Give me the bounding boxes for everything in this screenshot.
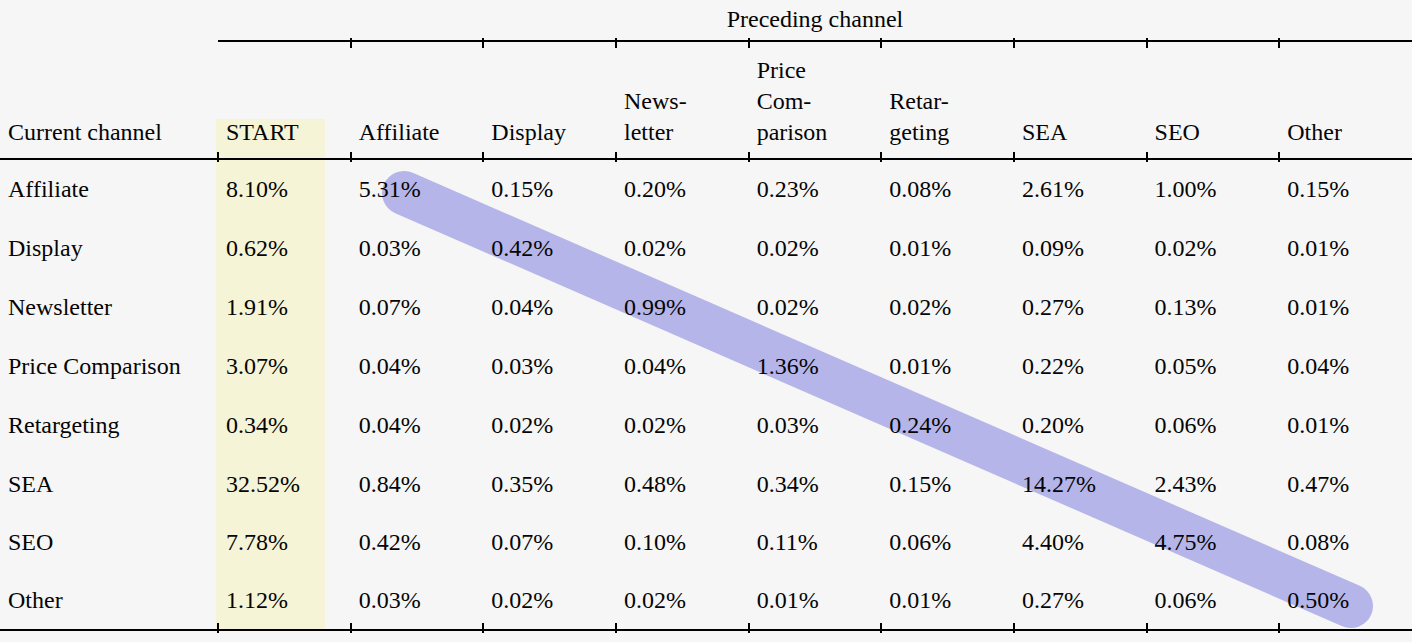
cell-value: 5.31% bbox=[351, 160, 484, 219]
spacer bbox=[0, 0, 218, 42]
row-label-retargeting: Retargeting bbox=[0, 395, 218, 454]
cell-value: 0.48% bbox=[616, 454, 749, 513]
cell-value: 0.47% bbox=[1279, 454, 1412, 513]
cell-value: 2.43% bbox=[1147, 454, 1280, 513]
cell-value: 0.02% bbox=[616, 572, 749, 631]
cell-value: 0.24% bbox=[881, 395, 1014, 454]
cell-value: 0.01% bbox=[881, 337, 1014, 396]
cell-value: 1.91% bbox=[218, 278, 351, 337]
cell-value: 4.40% bbox=[1014, 513, 1147, 572]
cell-value: 2.61% bbox=[1014, 160, 1147, 219]
column-header-start: START bbox=[218, 42, 351, 160]
cell-value: 0.09% bbox=[1014, 219, 1147, 278]
cell-value: 0.02% bbox=[616, 395, 749, 454]
cell-value: 0.01% bbox=[749, 572, 882, 631]
cell-value: 0.04% bbox=[616, 337, 749, 396]
cell-value: 1.00% bbox=[1147, 160, 1280, 219]
cell-value: 0.05% bbox=[1147, 337, 1280, 396]
transition-matrix-table: Preceding channel Current channel START … bbox=[0, 0, 1412, 642]
cell-value: 0.42% bbox=[351, 513, 484, 572]
cell-value: 0.35% bbox=[483, 454, 616, 513]
cell-value: 7.78% bbox=[218, 513, 351, 572]
cell-value: 0.01% bbox=[1279, 219, 1412, 278]
cell-value: 0.03% bbox=[483, 337, 616, 396]
cell-value: 0.22% bbox=[1014, 337, 1147, 396]
cell-value: 0.62% bbox=[218, 219, 351, 278]
cell-value: 0.01% bbox=[881, 219, 1014, 278]
group-header-preceding-channel: Preceding channel bbox=[218, 0, 1412, 42]
cell-value: 0.99% bbox=[616, 278, 749, 337]
row-label-seo: SEO bbox=[0, 513, 218, 572]
cell-value: 0.23% bbox=[749, 160, 882, 219]
cell-value: 0.50% bbox=[1279, 572, 1412, 631]
cell-value: 8.10% bbox=[218, 160, 351, 219]
row-label-other: Other bbox=[0, 572, 218, 631]
column-header-sea: SEA bbox=[1014, 42, 1147, 160]
cell-value: 0.84% bbox=[351, 454, 484, 513]
cell-value: 0.01% bbox=[1279, 395, 1412, 454]
row-label-price-comparison: Price Comparison bbox=[0, 337, 218, 396]
column-header-affiliate: Affiliate bbox=[351, 42, 484, 160]
cell-value: 0.06% bbox=[881, 513, 1014, 572]
cell-value: 0.02% bbox=[1147, 219, 1280, 278]
cell-value: 1.12% bbox=[218, 572, 351, 631]
cell-value: 14.27% bbox=[1014, 454, 1147, 513]
cell-value: 0.04% bbox=[1279, 337, 1412, 396]
cell-value: 0.02% bbox=[749, 219, 882, 278]
row-label-display: Display bbox=[0, 219, 218, 278]
cell-value: 0.34% bbox=[749, 454, 882, 513]
cell-value: 0.27% bbox=[1014, 278, 1147, 337]
table-grid: Preceding channel Current channel START … bbox=[0, 0, 1412, 631]
cell-value: 3.07% bbox=[218, 337, 351, 396]
cell-value: 0.08% bbox=[1279, 513, 1412, 572]
column-header-price-comparison: Price Com- parison bbox=[749, 42, 882, 160]
cell-value: 0.01% bbox=[881, 572, 1014, 631]
cell-value: 0.10% bbox=[616, 513, 749, 572]
cell-value: 4.75% bbox=[1147, 513, 1280, 572]
column-header-newsletter: News- letter bbox=[616, 42, 749, 160]
column-header-other: Other bbox=[1279, 42, 1412, 160]
cell-value: 0.20% bbox=[616, 160, 749, 219]
cell-value: 0.11% bbox=[749, 513, 882, 572]
column-header-seo: SEO bbox=[1147, 42, 1280, 160]
column-header-display: Display bbox=[483, 42, 616, 160]
cell-value: 0.01% bbox=[1279, 278, 1412, 337]
row-label-newsletter: Newsletter bbox=[0, 278, 218, 337]
cell-value: 0.15% bbox=[1279, 160, 1412, 219]
cell-value: 0.03% bbox=[749, 395, 882, 454]
cell-value: 0.03% bbox=[351, 572, 484, 631]
cell-value: 0.15% bbox=[881, 454, 1014, 513]
cell-value: 1.36% bbox=[749, 337, 882, 396]
cell-value: 0.42% bbox=[483, 219, 616, 278]
cell-value: 0.15% bbox=[483, 160, 616, 219]
cell-value: 0.08% bbox=[881, 160, 1014, 219]
cell-value: 0.13% bbox=[1147, 278, 1280, 337]
cell-value: 0.34% bbox=[218, 395, 351, 454]
cell-value: 0.02% bbox=[483, 572, 616, 631]
cell-value: 0.02% bbox=[749, 278, 882, 337]
cell-value: 0.04% bbox=[483, 278, 616, 337]
cell-value: 0.03% bbox=[351, 219, 484, 278]
cell-value: 0.07% bbox=[483, 513, 616, 572]
cell-value: 0.06% bbox=[1147, 395, 1280, 454]
cell-value: 0.02% bbox=[616, 219, 749, 278]
row-label-sea: SEA bbox=[0, 454, 218, 513]
cell-value: 0.04% bbox=[351, 395, 484, 454]
cell-value: 0.04% bbox=[351, 337, 484, 396]
row-label-affiliate: Affiliate bbox=[0, 160, 218, 219]
cell-value: 0.20% bbox=[1014, 395, 1147, 454]
cell-value: 0.27% bbox=[1014, 572, 1147, 631]
column-header-retargeting: Retar- geting bbox=[881, 42, 1014, 160]
cell-value: 32.52% bbox=[218, 454, 351, 513]
cell-value: 0.07% bbox=[351, 278, 484, 337]
cell-value: 0.02% bbox=[483, 395, 616, 454]
cell-value: 0.06% bbox=[1147, 572, 1280, 631]
cell-value: 0.02% bbox=[881, 278, 1014, 337]
column-header-current-channel: Current channel bbox=[0, 42, 218, 160]
